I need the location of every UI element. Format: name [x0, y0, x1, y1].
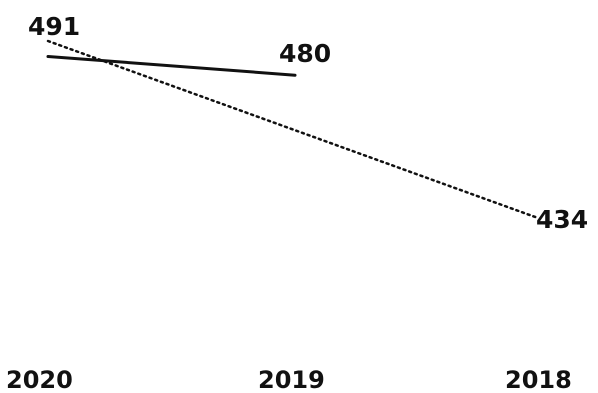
series-lines: [46, 39, 540, 220]
data-label-2019: 480: [279, 39, 331, 68]
data-label-2020: 491: [28, 12, 80, 41]
series-line-dotted: [46, 39, 540, 220]
x-tick-label-2019: 2019: [258, 366, 325, 393]
x-tick-label-2018: 2018: [505, 366, 572, 393]
x-axis-ticks: 2020 2019 2018: [6, 366, 572, 393]
data-labels: 491 480 434: [28, 12, 588, 234]
data-label-2018: 434: [536, 205, 588, 234]
x-tick-label-2020: 2020: [6, 366, 73, 393]
series-line-solid: [46, 55, 297, 77]
